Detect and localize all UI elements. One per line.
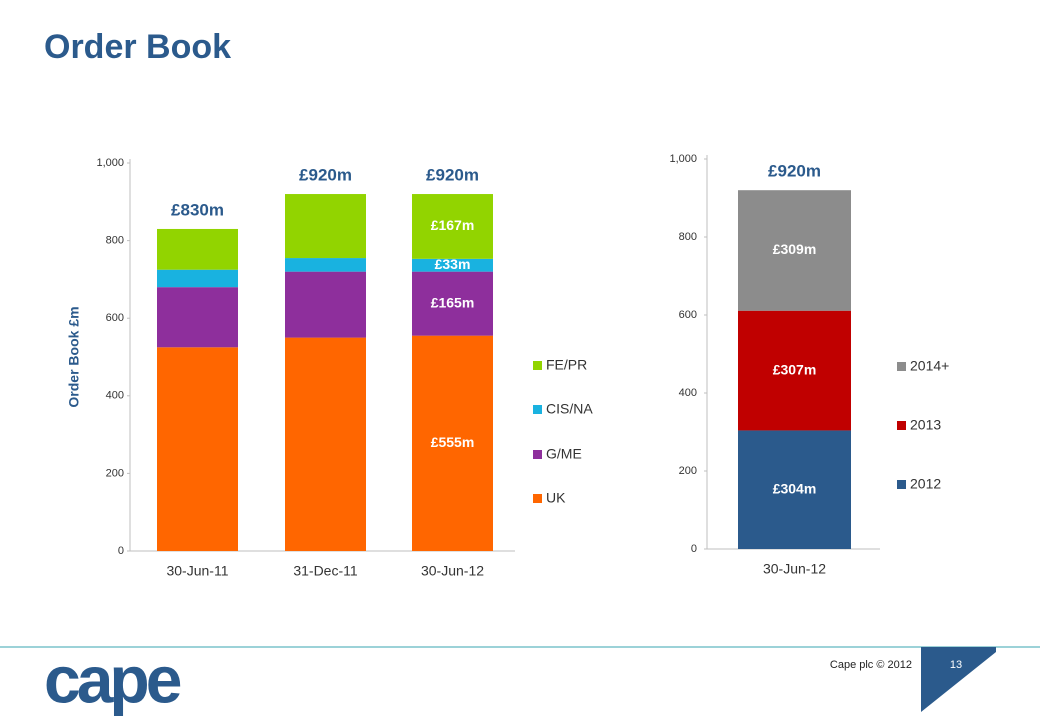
bar-segment: [412, 271, 493, 336]
legend-swatch: [897, 480, 906, 489]
x-tick-label: 30-Jun-12: [421, 563, 484, 579]
segment-label: £307m: [773, 361, 817, 377]
y-tick-label: 800: [106, 235, 124, 247]
segment-label: £165m: [431, 294, 475, 310]
legend-label: G/ME: [546, 446, 582, 462]
segment-label: £555m: [431, 434, 475, 450]
slide-title: Order Book: [44, 28, 231, 66]
segment-label: £304m: [773, 480, 817, 496]
page-number: 13: [950, 659, 962, 671]
segment-label: £309m: [773, 241, 817, 257]
legend-swatch: [533, 405, 542, 414]
segment-label: £167m: [431, 217, 475, 233]
bar-segment: [157, 228, 238, 270]
bar-segment: [412, 258, 493, 272]
logo: cape: [44, 642, 181, 716]
legend-label: UK: [546, 490, 566, 506]
legend-label: CIS/NA: [546, 401, 593, 417]
bar-segment: [412, 194, 493, 259]
total-label: £830m: [171, 200, 224, 219]
y-tick-label: 400: [106, 390, 124, 402]
x-tick-label: 31-Dec-11: [293, 563, 358, 579]
bar-segment: [285, 271, 366, 338]
segment-label: £33m: [435, 256, 471, 272]
total-label: £920m: [426, 166, 479, 185]
total-label: £920m: [299, 166, 352, 185]
bar-segment: [285, 194, 366, 259]
bar-segment: [157, 269, 238, 288]
x-tick-label: 30-Jun-11: [166, 563, 228, 579]
copyright: Cape plc © 2012: [830, 659, 912, 671]
bar-segment: [157, 287, 238, 348]
y-tick-label: 200: [679, 465, 697, 477]
legend-label: FE/PR: [546, 357, 587, 373]
bar-segment: [738, 310, 851, 431]
y-tick-label: 400: [679, 387, 697, 399]
y-tick-label: 200: [106, 467, 124, 479]
total-label: £920m: [768, 162, 821, 181]
page-tab: [921, 647, 996, 712]
y-axis-label: Order Book £m: [66, 306, 82, 407]
y-tick-label: 600: [106, 312, 124, 324]
legend-swatch: [533, 494, 542, 503]
legend-swatch: [897, 421, 906, 430]
legend-swatch: [897, 362, 906, 371]
bar-segment: [738, 190, 851, 311]
x-tick-label: 30-Jun-12: [763, 561, 826, 577]
legend-label: 2013: [910, 417, 941, 433]
y-tick-label: 800: [679, 231, 697, 243]
bar-segment: [157, 347, 238, 551]
bar-segment: [412, 335, 493, 551]
bar-segment: [738, 430, 851, 549]
legend-swatch: [533, 450, 542, 459]
y-tick-label: 0: [691, 543, 697, 555]
y-tick-label: 600: [679, 309, 697, 321]
y-tick-label: 0: [118, 545, 124, 557]
legend-label: 2014+: [910, 358, 949, 374]
y-tick-label: 1,000: [96, 157, 124, 169]
y-tick-label: 1,000: [669, 153, 697, 165]
legend-label: 2012: [910, 476, 941, 492]
bar-segment: [285, 258, 366, 272]
bar-segment: [285, 337, 366, 551]
legend-swatch: [533, 361, 542, 370]
